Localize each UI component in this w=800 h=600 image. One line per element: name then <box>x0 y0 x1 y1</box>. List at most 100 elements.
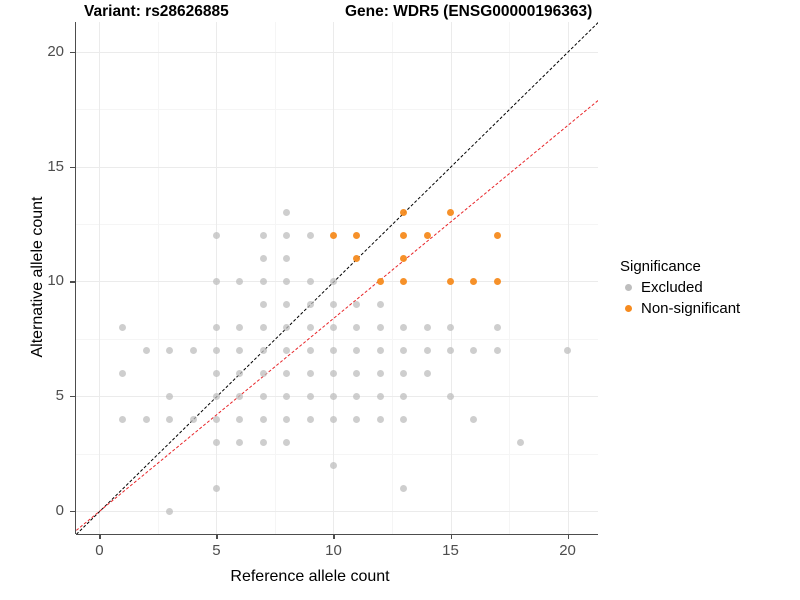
data-point-nonsignificant[interactable] <box>353 254 361 262</box>
data-point-excluded[interactable] <box>212 484 220 492</box>
data-point-excluded[interactable] <box>400 323 408 331</box>
data-point-excluded[interactable] <box>236 438 244 446</box>
data-point-excluded[interactable] <box>166 507 174 515</box>
data-point-excluded[interactable] <box>306 369 314 377</box>
data-point-excluded[interactable] <box>306 392 314 400</box>
data-point-excluded[interactable] <box>329 300 337 308</box>
data-point-excluded[interactable] <box>353 346 361 354</box>
data-point-excluded[interactable] <box>329 346 337 354</box>
data-point-nonsignificant[interactable] <box>400 232 408 240</box>
data-point-excluded[interactable] <box>236 323 244 331</box>
data-point-excluded[interactable] <box>306 232 314 240</box>
data-point-excluded[interactable] <box>493 323 501 331</box>
data-point-excluded[interactable] <box>376 415 384 423</box>
data-point-excluded[interactable] <box>189 346 197 354</box>
data-point-excluded[interactable] <box>166 346 174 354</box>
data-point-excluded[interactable] <box>329 323 337 331</box>
data-point-nonsignificant[interactable] <box>400 209 408 217</box>
data-point-excluded[interactable] <box>447 392 455 400</box>
data-point-nonsignificant[interactable] <box>493 277 501 285</box>
data-point-excluded[interactable] <box>212 277 220 285</box>
data-point-nonsignificant[interactable] <box>400 277 408 285</box>
data-point-excluded[interactable] <box>259 323 267 331</box>
data-point-excluded[interactable] <box>212 232 220 240</box>
data-point-excluded[interactable] <box>470 415 478 423</box>
data-point-excluded[interactable] <box>400 415 408 423</box>
data-point-excluded[interactable] <box>423 369 431 377</box>
data-point-excluded[interactable] <box>423 346 431 354</box>
data-point-excluded[interactable] <box>353 392 361 400</box>
data-point-nonsignificant[interactable] <box>447 277 455 285</box>
data-point-excluded[interactable] <box>259 392 267 400</box>
data-point-nonsignificant[interactable] <box>329 232 337 240</box>
data-point-excluded[interactable] <box>329 415 337 423</box>
data-point-excluded[interactable] <box>306 415 314 423</box>
data-point-excluded[interactable] <box>353 415 361 423</box>
data-point-excluded[interactable] <box>283 392 291 400</box>
data-point-excluded[interactable] <box>306 323 314 331</box>
data-point-excluded[interactable] <box>400 484 408 492</box>
data-point-excluded[interactable] <box>259 438 267 446</box>
data-point-excluded[interactable] <box>400 392 408 400</box>
data-point-excluded[interactable] <box>423 323 431 331</box>
data-point-excluded[interactable] <box>447 323 455 331</box>
data-point-excluded[interactable] <box>376 369 384 377</box>
data-point-excluded[interactable] <box>493 346 501 354</box>
data-point-excluded[interactable] <box>212 415 220 423</box>
data-point-excluded[interactable] <box>376 346 384 354</box>
data-point-excluded[interactable] <box>400 369 408 377</box>
data-point-excluded[interactable] <box>259 300 267 308</box>
data-point-excluded[interactable] <box>236 277 244 285</box>
data-point-excluded[interactable] <box>212 392 220 400</box>
data-point-excluded[interactable] <box>259 369 267 377</box>
data-point-excluded[interactable] <box>259 254 267 262</box>
data-point-nonsignificant[interactable] <box>400 254 408 262</box>
data-point-nonsignificant[interactable] <box>470 277 478 285</box>
data-point-excluded[interactable] <box>236 369 244 377</box>
data-point-excluded[interactable] <box>283 369 291 377</box>
data-point-excluded[interactable] <box>259 232 267 240</box>
data-point-excluded[interactable] <box>329 277 337 285</box>
legend-item-excluded[interactable]: Excluded <box>620 277 795 298</box>
data-point-excluded[interactable] <box>119 415 127 423</box>
data-point-excluded[interactable] <box>353 369 361 377</box>
data-point-excluded[interactable] <box>142 415 150 423</box>
data-point-excluded[interactable] <box>470 346 478 354</box>
data-point-excluded[interactable] <box>212 323 220 331</box>
data-point-excluded[interactable] <box>189 415 197 423</box>
data-point-excluded[interactable] <box>283 232 291 240</box>
data-point-excluded[interactable] <box>119 323 127 331</box>
data-point-excluded[interactable] <box>212 438 220 446</box>
data-point-nonsignificant[interactable] <box>423 232 431 240</box>
data-point-excluded[interactable] <box>376 392 384 400</box>
data-point-excluded[interactable] <box>236 415 244 423</box>
data-point-excluded[interactable] <box>517 438 525 446</box>
data-point-excluded[interactable] <box>236 346 244 354</box>
data-point-excluded[interactable] <box>212 369 220 377</box>
data-point-excluded[interactable] <box>212 346 220 354</box>
data-point-nonsignificant[interactable] <box>376 277 384 285</box>
data-point-nonsignificant[interactable] <box>447 209 455 217</box>
data-point-excluded[interactable] <box>283 346 291 354</box>
data-point-excluded[interactable] <box>236 392 244 400</box>
data-point-excluded[interactable] <box>564 346 572 354</box>
data-point-excluded[interactable] <box>283 438 291 446</box>
legend-item-nonsignificant[interactable]: Non-significant <box>620 298 795 319</box>
data-point-excluded[interactable] <box>329 369 337 377</box>
data-point-excluded[interactable] <box>283 323 291 331</box>
data-point-excluded[interactable] <box>283 415 291 423</box>
data-point-excluded[interactable] <box>447 346 455 354</box>
data-point-excluded[interactable] <box>259 415 267 423</box>
data-point-excluded[interactable] <box>283 300 291 308</box>
data-point-excluded[interactable] <box>353 323 361 331</box>
data-point-excluded[interactable] <box>376 323 384 331</box>
data-point-excluded[interactable] <box>353 300 361 308</box>
data-point-excluded[interactable] <box>283 254 291 262</box>
data-point-excluded[interactable] <box>166 415 174 423</box>
data-point-excluded[interactable] <box>376 300 384 308</box>
data-point-excluded[interactable] <box>400 346 408 354</box>
data-point-nonsignificant[interactable] <box>493 232 501 240</box>
data-point-excluded[interactable] <box>259 346 267 354</box>
data-point-excluded[interactable] <box>306 300 314 308</box>
data-point-excluded[interactable] <box>329 461 337 469</box>
